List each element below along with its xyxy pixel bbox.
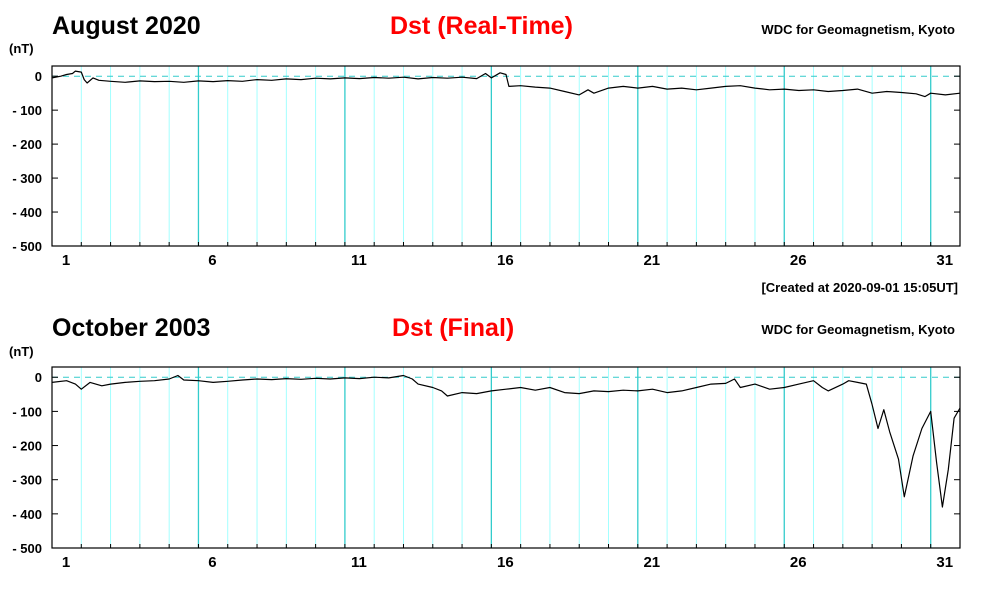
- x-tick-label: 6: [208, 252, 216, 269]
- x-tick-label: 26: [790, 252, 807, 269]
- y-axis-label: (nT): [9, 344, 34, 359]
- chart-subtitle: Dst (Real-Time): [390, 12, 573, 40]
- chart-subtitle: Dst (Final): [392, 314, 514, 342]
- created-note: [Created at 2020-09-01 15:05UT]: [761, 280, 958, 295]
- x-tick-label: 16: [497, 252, 514, 269]
- dst-chart-figure: August 2020 Dst (Real-Time) WDC for Geom…: [0, 0, 986, 600]
- y-tick-label: - 400: [12, 507, 42, 522]
- plot-frame: [52, 367, 960, 548]
- y-tick-label: - 400: [12, 205, 42, 220]
- y-tick-label: - 500: [12, 541, 42, 556]
- chart-source: WDC for Geomagnetism, Kyoto: [761, 22, 955, 37]
- plot-frame: [52, 66, 960, 246]
- x-tick-label: 21: [643, 554, 660, 571]
- y-tick-label: - 300: [12, 171, 42, 186]
- x-tick-label: 16: [497, 554, 514, 571]
- chart-panel-october-2003: October 2003 Dst (Final) WDC for Geomagn…: [9, 314, 960, 571]
- y-tick-label: - 200: [12, 439, 42, 454]
- x-tick-label: 26: [790, 554, 807, 571]
- x-tick-label: 11: [351, 554, 367, 571]
- dst-series-line: [52, 376, 960, 508]
- x-tick-label: 1: [62, 252, 70, 269]
- y-tick-label: - 100: [12, 404, 42, 419]
- chart-title: October 2003: [52, 314, 210, 342]
- y-tick-label: - 200: [12, 137, 42, 152]
- x-tick-label: 31: [936, 252, 953, 269]
- x-tick-label: 6: [208, 554, 216, 571]
- x-tick-label: 21: [643, 252, 660, 269]
- y-tick-label: - 100: [12, 103, 42, 118]
- y-tick-label: 0: [35, 69, 42, 84]
- y-tick-label: 0: [35, 370, 42, 385]
- y-tick-label: - 300: [12, 473, 42, 488]
- dst-series-line: [52, 71, 960, 97]
- x-tick-label: 11: [351, 252, 367, 269]
- chart-title: August 2020: [52, 12, 201, 40]
- x-tick-label: 1: [62, 554, 70, 571]
- chart-panel-august-2020: August 2020 Dst (Real-Time) WDC for Geom…: [9, 12, 960, 295]
- chart-source: WDC for Geomagnetism, Kyoto: [761, 322, 955, 337]
- y-axis-label: (nT): [9, 41, 34, 56]
- x-tick-label: 31: [936, 554, 953, 571]
- y-tick-label: - 500: [12, 239, 42, 254]
